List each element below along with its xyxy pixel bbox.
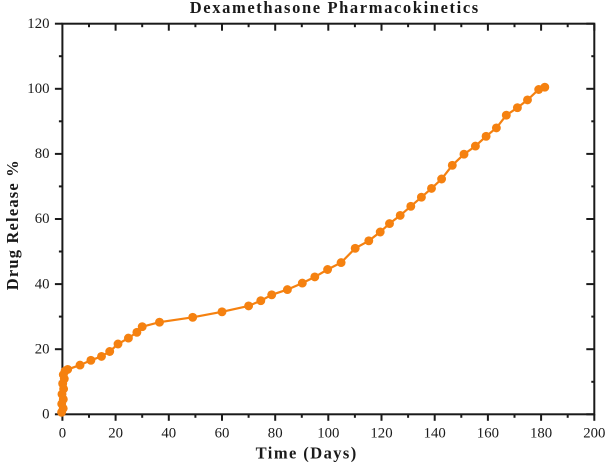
svg-text:200: 200 [583, 426, 605, 442]
svg-text:100: 100 [317, 426, 339, 442]
svg-text:60: 60 [35, 211, 50, 227]
svg-text:100: 100 [27, 81, 49, 97]
svg-text:20: 20 [108, 426, 123, 442]
svg-text:40: 40 [161, 426, 176, 442]
svg-text:80: 80 [35, 146, 50, 162]
svg-text:0: 0 [59, 426, 66, 442]
svg-text:Time (Days): Time (Days) [256, 444, 358, 463]
svg-text:0: 0 [42, 407, 49, 423]
svg-text:Dexamethasone Pharmacokinetics: Dexamethasone Pharmacokinetics [190, 0, 480, 17]
svg-text:40: 40 [35, 276, 50, 292]
svg-text:160: 160 [477, 426, 499, 442]
svg-text:180: 180 [530, 426, 552, 442]
svg-text:80: 80 [268, 426, 283, 442]
svg-text:120: 120 [370, 426, 392, 442]
svg-text:120: 120 [27, 16, 49, 32]
svg-text:140: 140 [424, 426, 446, 442]
svg-text:60: 60 [215, 426, 230, 442]
svg-text:20: 20 [35, 341, 50, 357]
svg-text:Drug Release %: Drug Release % [3, 159, 22, 290]
